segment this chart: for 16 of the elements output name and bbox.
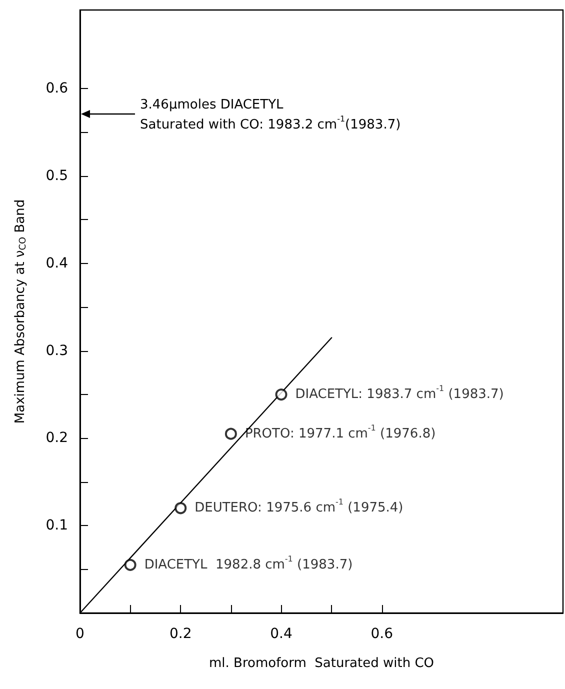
point	[174, 502, 187, 514]
x-axis-title: ml. Bromoform Saturated with CO	[208, 656, 434, 671]
x-tick-label: 0.2	[169, 626, 192, 642]
point	[275, 388, 288, 401]
y-tick-label: 0.1	[46, 518, 68, 534]
x-tick-label: 0	[76, 626, 84, 642]
y-tick-label: 0.2	[46, 430, 68, 446]
x-tick-label: 0.6	[370, 626, 394, 642]
point	[224, 428, 237, 440]
y-tick-label: 0.5	[46, 168, 68, 184]
y-tick-label: 0.4	[46, 255, 68, 272]
y-axis-title: Maximum Absorbancy at νCO Band	[13, 199, 28, 424]
x-tick-label: 0.4	[270, 626, 292, 642]
y-tick-label: 0.6	[46, 80, 68, 97]
point	[124, 558, 136, 571]
y-tick-label: 0.3	[46, 342, 68, 359]
